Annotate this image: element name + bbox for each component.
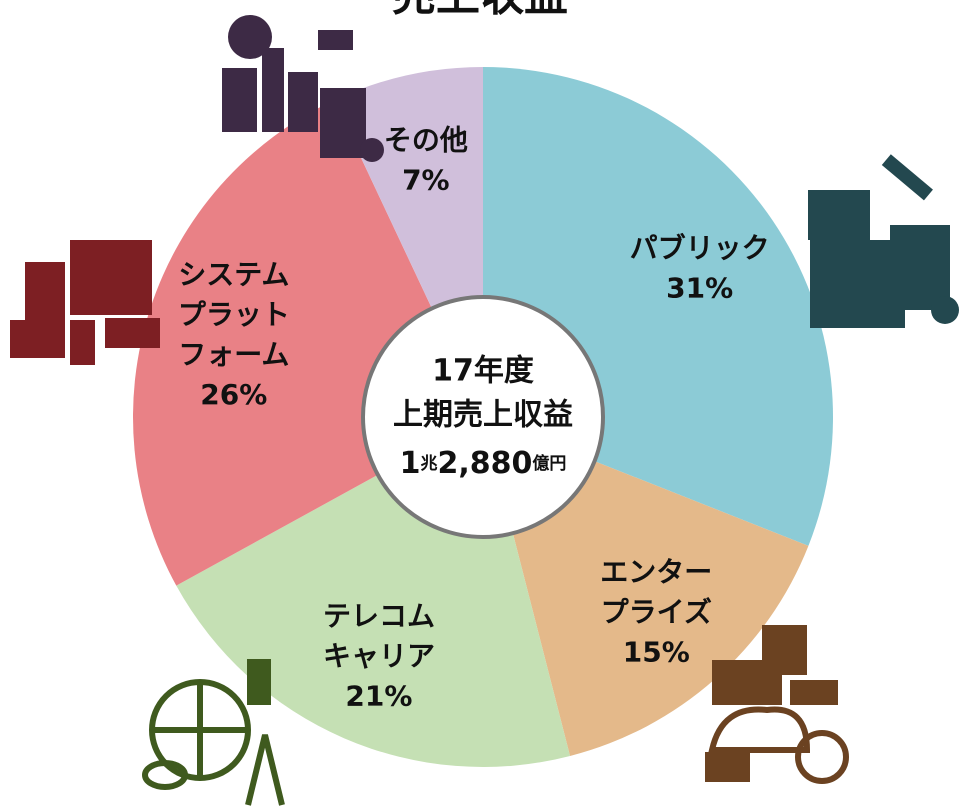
slice-label: プラット [178,298,290,331]
icon-public [808,154,959,328]
slice-label: その他 [384,123,468,156]
value-label: 7% [402,163,450,196]
slice-label: テレコム [323,599,435,632]
value-label: 26% [200,378,267,411]
value-label: 31% [666,272,733,305]
slice-label: システム [178,258,289,291]
slice-label: エンター [600,556,712,589]
value-label: 15% [623,636,690,669]
slice-label: プライズ [601,596,712,629]
value-label: 21% [345,679,412,712]
chart: 売上収益 17年度 上期売上収益 1兆2,880億円 パブリック31%エンタープ… [0,0,960,807]
center-text: 上期売上収益 [393,398,573,433]
center-amount-part: 1 [400,446,421,481]
center-amount-part: 兆 [420,454,437,474]
chart-title: 売上収益 [392,0,568,21]
slice-label: パブリック [630,232,770,265]
center-amount-part: 億円 [532,453,566,474]
slice-label: フォーム [178,338,289,371]
icon-telecom [145,662,282,805]
center-text: 17年度 [432,354,534,389]
slice-label: キャリア [323,639,435,672]
center-amount-part: 2,880 [437,446,532,481]
icon-system [10,240,160,365]
